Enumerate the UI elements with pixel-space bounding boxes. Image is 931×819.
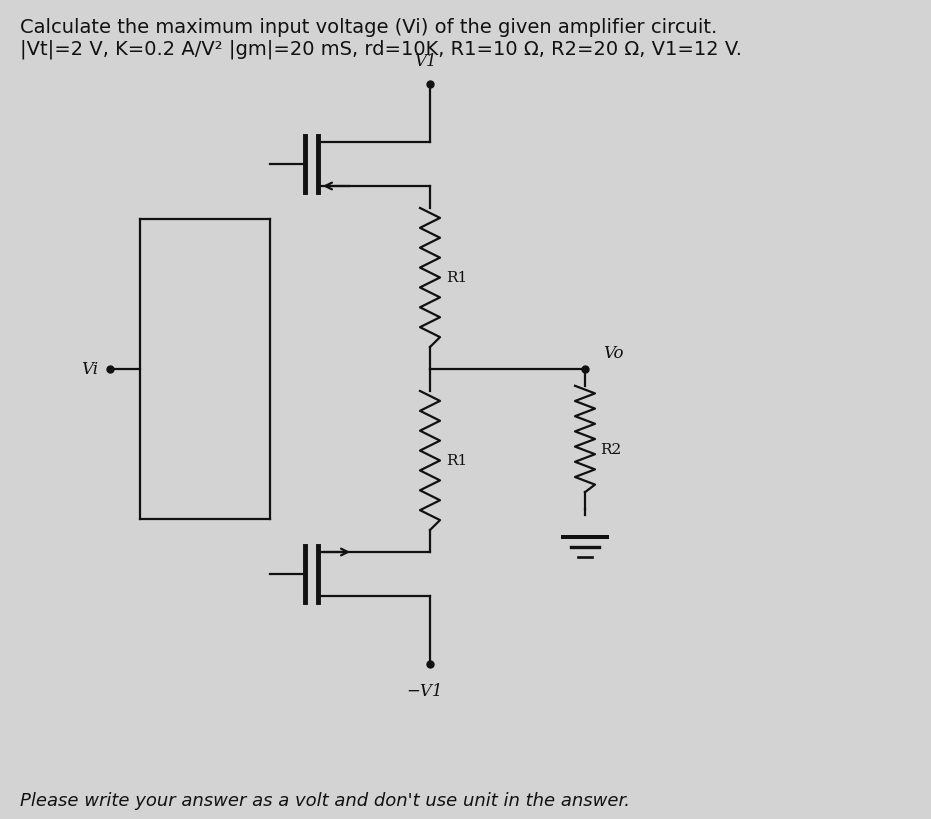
Text: Vi: Vi [81, 361, 98, 378]
Text: Please write your answer as a volt and don't use unit in the answer.: Please write your answer as a volt and d… [20, 791, 630, 809]
Text: R1: R1 [446, 454, 467, 468]
Text: R2: R2 [600, 442, 621, 456]
Text: R1: R1 [446, 271, 467, 285]
Text: V1: V1 [413, 53, 437, 70]
Text: Vo: Vo [603, 345, 624, 361]
Text: −V1: −V1 [407, 682, 443, 699]
Text: Calculate the maximum input voltage (Vi) of the given amplifier circuit.: Calculate the maximum input voltage (Vi)… [20, 18, 718, 37]
Text: |Vt|=2 V, K=0.2 A/V² |gm|=20 mS, rd=10K, R1=10 Ω, R2=20 Ω, V1=12 V.: |Vt|=2 V, K=0.2 A/V² |gm|=20 mS, rd=10K,… [20, 39, 743, 59]
